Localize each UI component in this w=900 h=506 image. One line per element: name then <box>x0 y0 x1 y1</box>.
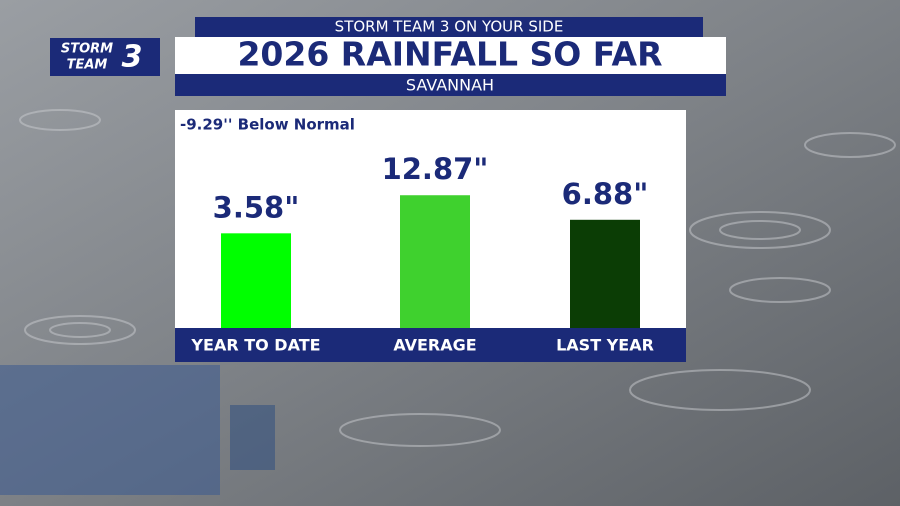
overlay-panel <box>0 365 220 495</box>
logo-text: STORM <box>61 42 113 57</box>
title-bar <box>175 37 726 74</box>
rain-ripples <box>19 109 896 447</box>
bar <box>221 233 291 328</box>
value-label: 12.87" <box>382 152 489 186</box>
plot: 3.58" YEAR TO DATE 12.87" AVERAGE 6.88" LAST … <box>190 152 653 354</box>
category-label: LAST YEAR <box>556 336 654 355</box>
logo-number: 3 <box>122 40 143 75</box>
logo-text: TEAM <box>67 58 108 73</box>
header-bar <box>195 17 703 37</box>
chart-subtitle: SAVANNAH <box>406 76 494 95</box>
bar <box>570 219 640 328</box>
annotation: -9.29'' Below Normal <box>180 116 355 134</box>
value-label: 3.58" <box>213 190 300 224</box>
logo-box <box>50 38 160 76</box>
category-label: YEAR TO DATE <box>190 336 320 355</box>
header: STORM TEAM 3 ON YOUR SIDE <box>335 18 564 36</box>
value-label: 6.88" <box>562 177 649 211</box>
category-label: AVERAGE <box>393 336 476 355</box>
chart-title: 2026 RAINFALL SO FAR <box>237 35 662 74</box>
subtitle-bar <box>175 74 726 96</box>
category-band <box>175 328 686 362</box>
bar <box>400 195 470 328</box>
overlay-panel <box>230 405 275 470</box>
